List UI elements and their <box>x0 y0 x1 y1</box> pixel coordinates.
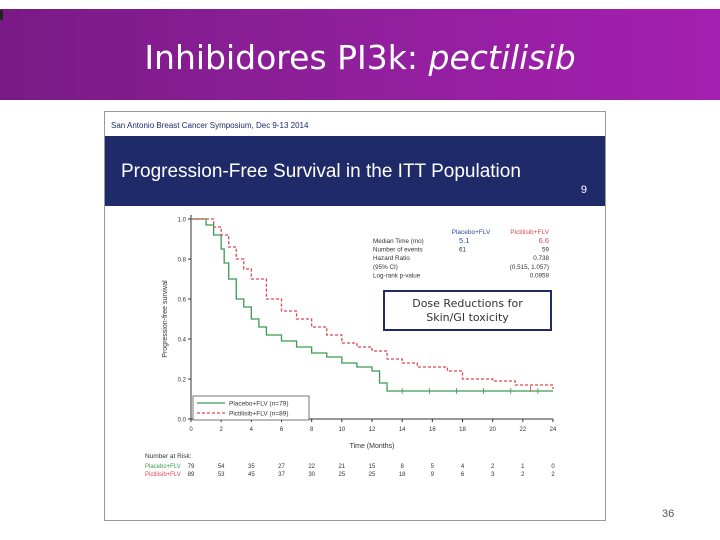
pictilisib-survival-curve <box>191 218 554 389</box>
banner-number: 9 <box>580 184 587 196</box>
risk-value: 4 <box>461 464 465 470</box>
callout-text: Dose Reductions for <box>412 297 523 310</box>
risk-value: 35 <box>248 464 255 470</box>
slide-title: Inhibidores PI3k: pectilisib <box>0 38 720 77</box>
risk-value: 5 <box>431 464 435 470</box>
risk-value: 53 <box>218 472 225 478</box>
y-tick-label: 0.4 <box>178 338 187 344</box>
risk-table-title: Number at Risk: <box>145 453 192 460</box>
risk-value: 2 <box>551 472 555 478</box>
risk-value: 18 <box>399 472 406 478</box>
callout-box <box>383 290 552 331</box>
stats-row-label: Median Time (mo) <box>373 238 424 245</box>
slide-title-italic: pectilisib <box>428 38 576 77</box>
stats-value-placebo: 5.1 <box>459 236 469 245</box>
risk-value: 27 <box>278 464 285 470</box>
x-tick-label: 2 <box>219 427 223 433</box>
km-chart: 0.00.20.40.60.81.00 2 4 6 8 10 12 14 16 18 20 22 24T… <box>145 215 557 478</box>
stats-row-label: (95% CI) <box>373 264 398 271</box>
banner-title: Progression-Free Survival in the ITT Pop… <box>121 161 521 182</box>
placebo-survival-curve <box>191 218 553 392</box>
stats-value-pictilisib: 0.738 <box>533 255 549 262</box>
risk-value: 15 <box>369 464 376 470</box>
x-axis-label: Time (Months) <box>350 443 395 450</box>
x-tick-label: 24 <box>550 427 557 433</box>
risk-value: 37 <box>278 472 285 478</box>
risk-value: 89 <box>188 472 195 478</box>
risk-value: 2 <box>521 472 525 478</box>
risk-value: 1 <box>521 464 525 470</box>
y-tick-label: 1.0 <box>178 218 187 224</box>
stats-row-label: Hazard Ratio <box>373 255 410 262</box>
risk-value: 30 <box>308 472 315 478</box>
x-tick-label: 0 <box>189 427 193 433</box>
risk-value: 2 <box>491 464 495 470</box>
risk-value: 54 <box>218 464 225 470</box>
legend-label: Pictilisib+FLV (n=89) <box>229 411 289 418</box>
embedded-slide-image: San Antonio Breast Cancer Symposium, Dec… <box>104 111 606 521</box>
y-tick-label: 0.0 <box>178 418 187 424</box>
risk-row-label: Pictilisib+FLV <box>145 472 181 478</box>
y-tick-label: 0.2 <box>178 378 187 384</box>
x-tick-label: 16 <box>429 427 436 433</box>
risk-value: 9 <box>431 472 435 478</box>
x-tick-label: 22 <box>519 427 526 433</box>
x-tick-label: 10 <box>338 427 345 433</box>
page-number: 36 <box>662 508 675 520</box>
x-tick-label: 4 <box>250 427 254 433</box>
x-tick-label: 6 <box>280 427 284 433</box>
risk-value: 79 <box>188 464 195 470</box>
x-tick-label: 12 <box>369 427 376 433</box>
x-tick-label: 18 <box>459 427 466 433</box>
stats-value-pictilisib: 59 <box>542 247 550 254</box>
risk-value: 22 <box>308 464 315 470</box>
x-tick-label: 20 <box>489 427 496 433</box>
x-tick-label: 8 <box>310 427 314 433</box>
corner-mark <box>0 10 3 20</box>
legend-label: Placebo+FLV (n=79) <box>229 401 289 408</box>
risk-value: 25 <box>338 472 345 478</box>
title-bar <box>0 9 720 100</box>
stats-value-placebo: 61 <box>459 247 467 254</box>
callout-text: Skin/GI toxicity <box>426 311 509 324</box>
risk-value: 6 <box>461 472 465 478</box>
risk-value: 45 <box>248 472 255 478</box>
stats-header-placebo: Placebo+FLV <box>452 229 491 236</box>
stats-header-pictilisib: Pictilisib+FLV <box>510 229 549 236</box>
slide-title-main: Inhibidores PI3k: <box>144 38 429 77</box>
y-tick-label: 0.8 <box>178 258 187 264</box>
chart-banner: Progression-Free Survival in the ITT Pop… <box>105 136 605 206</box>
stats-row-label: Log-rank p-value <box>373 272 421 279</box>
risk-value: 0 <box>551 464 555 470</box>
x-tick-label: 14 <box>399 427 406 433</box>
risk-value: 8 <box>400 464 404 470</box>
legend-box <box>192 395 310 421</box>
conference-label: San Antonio Breast Cancer Symposium, Dec… <box>111 121 309 130</box>
y-axis-label: Progression-free survival <box>162 280 169 358</box>
risk-value: 25 <box>369 472 376 478</box>
stats-value-pictilisib: 6.6 <box>539 236 549 245</box>
stats-value-pictilisib: 0.0959 <box>530 272 550 279</box>
risk-row-label: Placebo+FLV <box>145 464 181 470</box>
stats-row-label: Number of events <box>373 247 423 254</box>
stats-value-pictilisib: (0.515, 1.057) <box>510 264 549 271</box>
risk-value: 21 <box>338 464 345 470</box>
y-tick-label: 0.6 <box>178 298 187 304</box>
risk-value: 3 <box>491 472 495 478</box>
